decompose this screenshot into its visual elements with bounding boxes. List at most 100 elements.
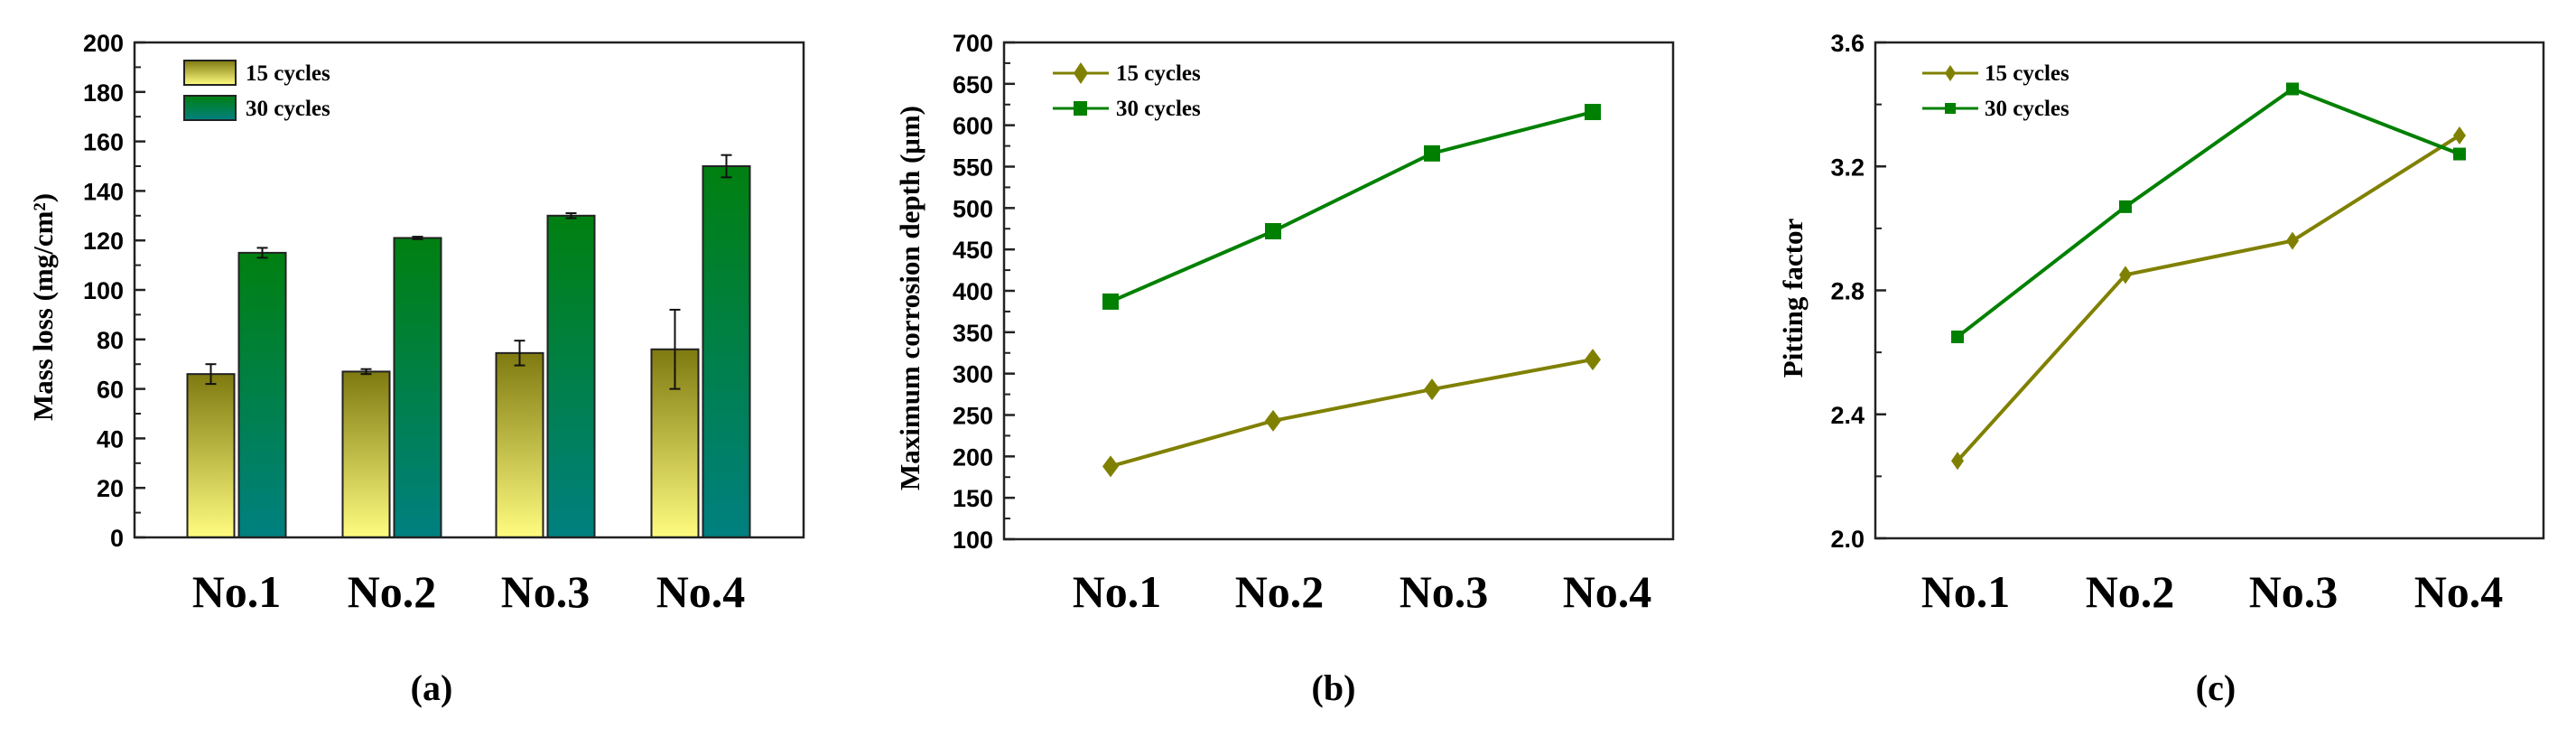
square-marker-icon bbox=[1951, 330, 1964, 343]
y-tick-label: 60 bbox=[97, 377, 124, 404]
x-category-label: No.2 bbox=[348, 566, 437, 617]
y-tick-label: 650 bbox=[953, 71, 993, 98]
diamond-marker-icon bbox=[1102, 455, 1119, 478]
y-tick-label: 180 bbox=[83, 79, 124, 107]
diamond-marker-icon bbox=[1265, 409, 1281, 432]
y-tick-label: 100 bbox=[83, 277, 124, 304]
diamond-marker-icon bbox=[2286, 231, 2299, 250]
diamond-marker-icon bbox=[1074, 62, 1088, 84]
y-tick-label: 140 bbox=[83, 178, 124, 205]
bar-30-cycles bbox=[393, 237, 442, 538]
panel-b-x-labels: No.1 No.2 No.3 No.4 bbox=[1073, 566, 1652, 617]
square-marker-icon bbox=[2286, 82, 2299, 96]
y-tick-label: 100 bbox=[953, 527, 993, 554]
square-marker-icon bbox=[2453, 147, 2466, 161]
y-tick-label: 300 bbox=[953, 361, 993, 388]
y-tick-label: 500 bbox=[953, 195, 993, 222]
y-tick-label: 2.0 bbox=[1830, 526, 1865, 553]
y-tick-label: 160 bbox=[83, 129, 124, 156]
x-category-label: No.1 bbox=[192, 566, 282, 617]
y-tick-label: 250 bbox=[953, 403, 993, 430]
panel-b-y-ticks: 100 150 200 250 300 350 400 450 500 550 600 650 700 bbox=[953, 30, 1015, 554]
x-category-label: No.1 bbox=[1921, 566, 2011, 617]
square-marker-icon bbox=[1585, 104, 1601, 120]
y-tick-label: 2.4 bbox=[1830, 402, 1865, 429]
legend-swatch-15-cycles bbox=[183, 60, 237, 86]
panel-b-legend: 15 cycles 30 cycles bbox=[1053, 61, 1201, 121]
y-tick-label: 550 bbox=[953, 154, 993, 182]
y-tick-label: 20 bbox=[97, 475, 124, 502]
panel-a-caption: (a) bbox=[411, 667, 453, 708]
bar-15-cycles bbox=[495, 351, 544, 538]
legend-swatch-30-cycles bbox=[183, 95, 237, 121]
panel-b-y-axis-title: Maximum corrosion depth (μm) bbox=[894, 106, 925, 490]
square-marker-icon bbox=[1074, 101, 1087, 116]
y-tick-label: 3.6 bbox=[1830, 30, 1865, 57]
panel-a-plot-frame bbox=[133, 41, 805, 539]
y-tick-label: 200 bbox=[953, 443, 993, 471]
panel-c-caption: (c) bbox=[2196, 667, 2236, 708]
panel-b-corrosion-depth-chart: Maximum corrosion depth (μm) 100 150 200 25… bbox=[894, 30, 1675, 708]
diamond-marker-icon bbox=[2453, 126, 2466, 145]
x-category-label: No.2 bbox=[1235, 566, 1325, 617]
diamond-marker-icon bbox=[1951, 452, 1964, 471]
legend-label-30-cycles: 30 cycles bbox=[246, 97, 330, 121]
legend-label-15-cycles: 15 cycles bbox=[1985, 61, 2069, 86]
x-category-label: No.1 bbox=[1073, 566, 1162, 617]
panel-c-y-ticks: 2.0 2.4 2.8 3.2 3.6 bbox=[1830, 30, 1886, 553]
x-category-label: No.4 bbox=[1563, 566, 1652, 617]
y-tick-label: 80 bbox=[97, 327, 124, 354]
x-category-label: No.4 bbox=[656, 566, 746, 617]
legend-label-30-cycles: 30 cycles bbox=[1116, 97, 1201, 121]
square-marker-icon bbox=[1424, 145, 1440, 162]
y-tick-label: 400 bbox=[953, 278, 993, 305]
panel-b-caption: (b) bbox=[1312, 667, 1356, 708]
bar-30-cycles bbox=[546, 214, 596, 539]
bar-15-cycles bbox=[186, 373, 236, 538]
series-line-30-cycles bbox=[1110, 110, 1594, 303]
legend-label-30-cycles: 30 cycles bbox=[1985, 97, 2069, 121]
square-marker-icon bbox=[1265, 223, 1281, 239]
panel-a-x-labels: No.1 No.2 No.3 No.4 bbox=[192, 566, 746, 617]
panel-c-pitting-factor-chart: Pitting factor 2.0 2.4 2.8 3.2 3.6 15 cycles… bbox=[1777, 30, 2545, 708]
panel-a-y-axis-title: Mass loss (mg/cm²) bbox=[27, 193, 59, 421]
diamond-marker-icon bbox=[1585, 349, 1601, 371]
y-tick-label: 200 bbox=[83, 30, 124, 57]
y-tick-label: 120 bbox=[83, 228, 124, 255]
series-line-15-cycles bbox=[1110, 358, 1594, 469]
x-category-label: No.3 bbox=[501, 566, 591, 617]
bar-15-cycles bbox=[341, 370, 391, 539]
y-tick-label: 150 bbox=[953, 485, 993, 512]
y-tick-label: 40 bbox=[97, 425, 124, 452]
panel-c-series bbox=[1951, 82, 2466, 471]
x-category-label: No.3 bbox=[1400, 566, 1489, 617]
panel-a-legend: 15 cycles 30 cycles bbox=[183, 60, 330, 121]
panel-c-plot-frame bbox=[1874, 41, 2545, 540]
bar-30-cycles bbox=[702, 165, 751, 538]
y-tick-label: 600 bbox=[953, 113, 993, 140]
bar-30-cycles bbox=[237, 251, 287, 538]
square-marker-icon bbox=[2119, 200, 2132, 213]
series-line-30-cycles bbox=[1956, 87, 2460, 339]
x-category-label: No.2 bbox=[2086, 566, 2175, 617]
panel-b-series bbox=[1102, 104, 1601, 478]
panel-a-y-ticks: 0 20 40 60 80 100 120 140 160 180 200 bbox=[83, 30, 145, 552]
panel-c-legend: 15 cycles 30 cycles bbox=[1922, 61, 2069, 121]
panel-c-x-labels: No.1 No.2 No.3 No.4 bbox=[1921, 566, 2504, 617]
x-category-label: No.4 bbox=[2414, 566, 2504, 617]
y-tick-label: 2.8 bbox=[1830, 278, 1865, 305]
panel-a-bars bbox=[186, 154, 751, 539]
panel-c-y-axis-title: Pitting factor bbox=[1777, 219, 1809, 378]
y-tick-label: 450 bbox=[953, 237, 993, 264]
square-marker-icon bbox=[1102, 293, 1119, 310]
y-tick-label: 0 bbox=[110, 525, 124, 552]
diamond-marker-icon bbox=[1424, 378, 1440, 401]
x-category-label: No.3 bbox=[2249, 566, 2339, 617]
panel-a-mass-loss-chart: Mass loss (mg/cm²) 0 20 40 60 80 100 120 140 160… bbox=[27, 30, 805, 708]
legend-label-15-cycles: 15 cycles bbox=[246, 61, 330, 86]
y-tick-label: 350 bbox=[953, 320, 993, 347]
diamond-marker-icon bbox=[1945, 65, 1956, 81]
panel-b-plot-frame bbox=[1002, 41, 1675, 541]
diamond-marker-icon bbox=[2119, 266, 2132, 285]
